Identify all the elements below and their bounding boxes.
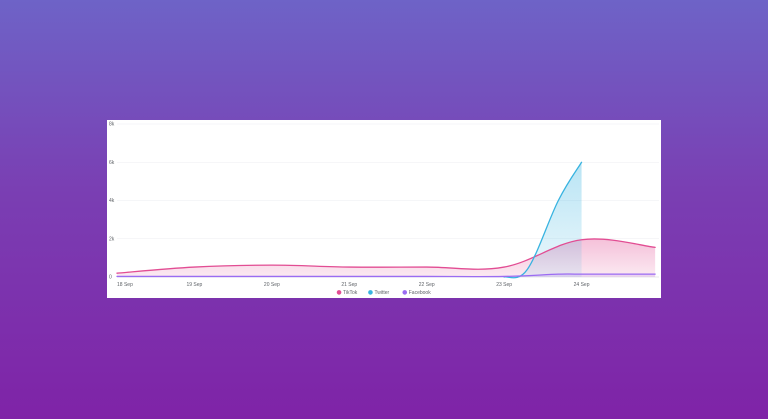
x-tick-label: 18 Sep	[117, 282, 133, 288]
x-tick-label: 21 Sep	[341, 282, 357, 288]
x-tick-label: 19 Sep	[186, 282, 202, 288]
legend-swatch-facebook	[402, 290, 408, 295]
y-tick-label: 8k	[109, 122, 115, 128]
x-tick-label: 23 Sep	[496, 282, 512, 288]
series-line-twitter	[503, 161, 583, 279]
y-tick-label: 6k	[109, 160, 115, 166]
legend-swatch-twitter	[368, 290, 373, 295]
label-layer: 0 2k 4k 6k 8k 18 Sep 19 Sep 20 Sep 21 Sep 22 Sep 2…	[109, 122, 590, 289]
chart-card: 0 2k 4k 6k 8k 18 Sep 19 Sep 20 Sep 21 Sep 22 Sep 2…	[107, 120, 661, 298]
area-twitter	[504, 162, 582, 278]
area-tiktok	[117, 238, 656, 277]
legend: TikTok Twitter Facebook	[336, 290, 431, 296]
x-tick-label: 20 Sep	[264, 282, 280, 288]
x-tick-label: 24 Sep	[574, 282, 590, 288]
area-layer	[117, 162, 656, 278]
x-tick-label: 22 Sep	[419, 282, 435, 288]
y-tick-label: 0	[109, 275, 112, 281]
y-tick-label: 4k	[109, 198, 115, 204]
y-tick-label: 2k	[109, 236, 115, 242]
legend-label-twitter[interactable]: Twitter	[374, 290, 389, 296]
legend-swatch-tiktok	[336, 290, 342, 295]
area-chart: 0 2k 4k 6k 8k 18 Sep 19 Sep 20 Sep 21 Sep 22 Sep 2…	[109, 122, 659, 296]
legend-label-tiktok[interactable]: TikTok	[343, 290, 358, 296]
series-line-facebook	[116, 273, 656, 278]
series-line-tiktok	[116, 238, 656, 274]
line-layer	[116, 161, 656, 279]
legend-label-facebook[interactable]: Facebook	[409, 290, 431, 296]
